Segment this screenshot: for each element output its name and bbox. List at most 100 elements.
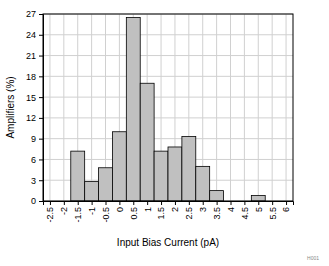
x-tick-mark xyxy=(161,201,162,205)
y-grid-line xyxy=(43,55,293,56)
bar xyxy=(168,147,182,201)
x-tick: -1.5 xyxy=(73,201,83,223)
x-tick: 1.5 xyxy=(156,201,166,220)
x-tick-label: 2.5 xyxy=(184,207,194,220)
x-tick: -0.5 xyxy=(101,201,111,223)
y-axis: 0 3 6 9 12 15 18 21 24 27 xyxy=(26,9,44,206)
x-axis-title: Input Bias Current (pA) xyxy=(117,237,219,248)
x-tick-mark xyxy=(231,201,232,205)
x-tick: 4 xyxy=(226,201,236,212)
x-tick-label: -1 xyxy=(87,207,97,215)
y-tick: 0 xyxy=(31,196,43,206)
y-tick-mark xyxy=(39,139,43,140)
y-tick-mark xyxy=(39,35,43,36)
x-grid-line xyxy=(286,14,287,201)
y-tick-label: 21 xyxy=(26,51,36,61)
x-tick-mark xyxy=(92,201,93,205)
y-tick-mark xyxy=(39,97,43,98)
annotation: H001 xyxy=(307,255,319,261)
x-tick-label: -2.5 xyxy=(45,207,55,223)
x-tick-mark xyxy=(78,201,79,205)
y-tick-mark xyxy=(39,159,43,160)
x-grid-line xyxy=(230,14,231,201)
x-tick-label: 0 xyxy=(115,207,125,212)
y-tick-mark xyxy=(39,56,43,57)
y-tick: 9 xyxy=(31,134,43,144)
x-tick-mark xyxy=(244,201,245,205)
x-tick-mark xyxy=(217,201,218,205)
x-tick-label: -2 xyxy=(59,207,69,215)
x-grid-line xyxy=(216,14,217,201)
x-tick: 3.5 xyxy=(212,201,222,220)
y-axis-line xyxy=(39,15,44,202)
x-tick-mark xyxy=(147,201,148,205)
y-tick-label: 27 xyxy=(26,9,36,19)
y-grid-line xyxy=(43,34,293,35)
x-grid-line xyxy=(63,14,64,201)
x-tick-label: -0.5 xyxy=(101,207,111,223)
x-tick-mark xyxy=(50,201,51,205)
bars xyxy=(71,17,265,201)
y-tick-label: 15 xyxy=(26,92,36,102)
bar xyxy=(251,195,265,201)
x-tick-mark xyxy=(286,201,287,205)
y-tick-mark xyxy=(39,118,43,119)
x-tick: 1 xyxy=(143,201,153,212)
plot: 0369121518212427-2.5-2-1.5-1-0.500.511.5… xyxy=(26,9,294,222)
x-tick-mark xyxy=(106,201,107,205)
y-tick-label: 24 xyxy=(26,30,36,40)
x-tick-mark xyxy=(203,201,204,205)
x-tick-mark xyxy=(64,201,65,205)
y-tick-label: 9 xyxy=(31,134,36,144)
y-grid-line xyxy=(43,76,293,77)
bar xyxy=(196,166,210,201)
bar xyxy=(140,83,154,201)
y-tick: 15 xyxy=(26,92,43,102)
chart: 0369121518212427-2.5-2-1.5-1-0.500.511.5… xyxy=(0,0,329,266)
x-tick-mark xyxy=(175,201,176,205)
x-tick: -1 xyxy=(87,201,97,215)
x-tick: 0.5 xyxy=(129,201,139,220)
y-tick-label: 18 xyxy=(26,72,36,82)
x-axis-line xyxy=(44,202,294,206)
y-tick: 3 xyxy=(31,176,43,186)
x-tick-label: 3.5 xyxy=(212,207,222,220)
y-tick: 12 xyxy=(26,113,43,123)
y-tick-mark xyxy=(39,201,43,202)
bar xyxy=(71,151,85,201)
x-tick-label: 6 xyxy=(281,207,291,212)
y-tick-mark xyxy=(39,76,43,77)
x-tick-label: 1 xyxy=(143,207,153,212)
y-tick: 21 xyxy=(26,51,43,61)
x-grid-line xyxy=(91,14,92,201)
x-tick-label: 0.5 xyxy=(129,207,139,220)
x-tick-mark xyxy=(189,201,190,205)
x-tick-label: 2 xyxy=(170,207,180,212)
y-tick-label: 3 xyxy=(31,176,36,186)
bar xyxy=(85,182,99,201)
x-grid-line xyxy=(258,14,259,201)
grid xyxy=(43,14,293,201)
x-tick-mark xyxy=(272,201,273,205)
y-tick: 6 xyxy=(31,155,43,165)
x-tick: -2.5 xyxy=(45,201,55,223)
x-tick: 3 xyxy=(198,201,208,212)
x-tick: 2.5 xyxy=(184,201,194,220)
x-tick-label: -1.5 xyxy=(73,207,83,223)
x-tick-label: 4.5 xyxy=(240,207,250,220)
y-grid-line xyxy=(43,97,293,98)
bar xyxy=(210,191,224,201)
x-tick-label: 3 xyxy=(198,207,208,212)
bar xyxy=(126,17,140,201)
x-tick: 0 xyxy=(115,201,125,212)
bar xyxy=(112,132,126,201)
x-grid-line xyxy=(272,14,273,201)
bar xyxy=(182,137,196,201)
x-tick: -2 xyxy=(59,201,69,215)
x-tick-label: 5 xyxy=(254,207,264,212)
x-tick: 5.5 xyxy=(268,201,278,220)
x-tick: 5 xyxy=(254,201,264,212)
y-tick: 18 xyxy=(26,72,43,82)
x-grid-line xyxy=(244,14,245,201)
y-grid-line xyxy=(43,138,293,139)
